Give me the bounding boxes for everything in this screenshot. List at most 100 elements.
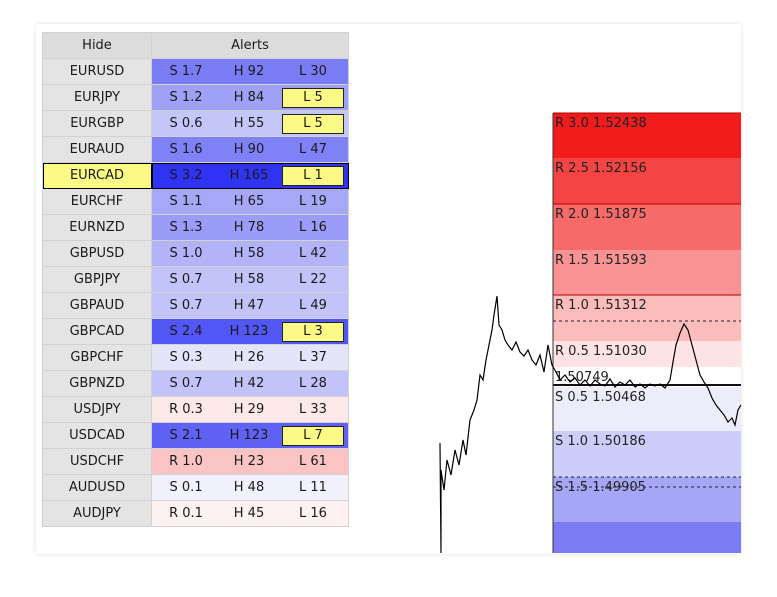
table-row[interactable]: EURUSD S 1.7 H 92 L 30 — [42, 58, 349, 85]
symbol-cell[interactable]: GBPCAD — [42, 318, 152, 345]
strength-value: S 0.7 — [169, 272, 203, 287]
alert-cell[interactable]: S 3.2 H 165 L 1 — [151, 162, 349, 189]
alert-cell[interactable]: S 0.7 H 47 L 49 — [151, 292, 349, 319]
high-value: H 84 — [233, 90, 265, 105]
high-value: H 123 — [229, 324, 269, 339]
alert-cell[interactable]: S 1.7 H 92 L 30 — [151, 58, 349, 85]
strength-value: S 1.6 — [169, 142, 203, 157]
level-label: S 0.5 1.50468 — [555, 390, 646, 405]
symbol-cell[interactable]: AUDJPY — [42, 500, 152, 527]
low-value: L 7 — [282, 425, 344, 446]
low-value: L 11 — [299, 480, 327, 495]
strength-value: S 1.1 — [169, 194, 203, 209]
strength-value: S 0.3 — [169, 350, 203, 365]
level-band — [553, 113, 741, 158]
level-label: S 1.5 1.49905 — [555, 480, 646, 495]
level-label: R 1.0 1.51312 — [555, 298, 647, 313]
level-band — [553, 295, 741, 341]
alert-cell[interactable]: S 1.1 H 65 L 19 — [151, 188, 349, 215]
strength-value: S 3.2 — [169, 168, 203, 183]
alert-cell[interactable]: R 0.3 H 29 L 33 — [151, 396, 349, 423]
symbol-cell[interactable]: EURCAD — [42, 162, 152, 189]
strength-value: S 2.1 — [169, 428, 203, 443]
alert-cell[interactable]: S 1.0 H 58 L 42 — [151, 240, 349, 267]
symbol-cell[interactable]: GBPCHF — [42, 344, 152, 371]
symbol-cell[interactable]: AUDUSD — [42, 474, 152, 501]
high-value: H 165 — [229, 168, 269, 183]
table-row[interactable]: EURCAD S 3.2 H 165 L 1 — [42, 162, 349, 189]
alert-cell[interactable]: S 0.6 H 55 L 5 — [151, 110, 349, 137]
high-value: H 45 — [233, 506, 265, 521]
low-value: L 1 — [282, 165, 344, 186]
symbol-cell[interactable]: GBPUSD — [42, 240, 152, 267]
high-value: H 78 — [233, 220, 265, 235]
level-band — [553, 250, 741, 295]
symbol-cell[interactable]: USDCHF — [42, 448, 152, 475]
table-row[interactable]: AUDUSD S 0.1 H 48 L 11 — [42, 474, 349, 501]
strength-value: S 1.3 — [169, 220, 203, 235]
symbol-cell[interactable]: USDJPY — [42, 396, 152, 423]
strength-value: S 0.7 — [169, 298, 203, 313]
alert-cell[interactable]: S 0.3 H 26 L 37 — [151, 344, 349, 371]
low-value: L 16 — [299, 506, 327, 521]
high-value: H 55 — [233, 116, 265, 131]
high-value: H 23 — [233, 454, 265, 469]
symbol-cell[interactable]: EURJPY — [42, 84, 152, 111]
level-band — [553, 431, 741, 477]
table-row[interactable]: USDCHF R 1.0 H 23 L 61 — [42, 448, 349, 475]
high-value: H 26 — [233, 350, 265, 365]
alert-cell[interactable]: S 2.1 H 123 L 7 — [151, 422, 349, 449]
high-value: H 92 — [233, 64, 265, 79]
table-row[interactable]: EURCHF S 1.1 H 65 L 19 — [42, 188, 349, 215]
high-value: H 47 — [233, 298, 265, 313]
table-row[interactable]: AUDJPY R 0.1 H 45 L 16 — [42, 500, 349, 527]
table-row[interactable]: EURGBP S 0.6 H 55 L 5 — [42, 110, 349, 137]
level-label: S 1.0 1.50186 — [555, 434, 646, 449]
level-label: R 1.5 1.51593 — [555, 253, 647, 268]
level-label: R 3.0 1.52438 — [555, 116, 647, 131]
table-row[interactable]: GBPNZD S 0.7 H 42 L 28 — [42, 370, 349, 397]
alert-cell[interactable]: S 1.6 H 90 L 47 — [151, 136, 349, 163]
level-label: R 2.5 1.52156 — [555, 161, 647, 176]
alerts-header[interactable]: Alerts — [151, 32, 349, 59]
table-row[interactable]: GBPCHF S 0.3 H 26 L 37 — [42, 344, 349, 371]
low-value: L 61 — [299, 454, 327, 469]
symbol-cell[interactable]: EURCHF — [42, 188, 152, 215]
alert-cell[interactable]: R 1.0 H 23 L 61 — [151, 448, 349, 475]
hide-header[interactable]: Hide — [42, 32, 152, 59]
high-value: H 58 — [233, 272, 265, 287]
low-value: L 19 — [299, 194, 327, 209]
high-value: H 58 — [233, 246, 265, 261]
table-row[interactable]: GBPAUD S 0.7 H 47 L 49 — [42, 292, 349, 319]
strength-value: S 1.7 — [169, 64, 203, 79]
strength-value: S 0.7 — [169, 376, 203, 391]
strength-value: S 2.4 — [169, 324, 203, 339]
symbol-cell[interactable]: GBPNZD — [42, 370, 152, 397]
low-value: L 37 — [299, 350, 327, 365]
table-header-row: Hide Alerts — [42, 32, 349, 59]
level-band — [553, 387, 741, 431]
alert-cell[interactable]: R 0.1 H 45 L 16 — [151, 500, 349, 527]
level-band — [553, 158, 741, 204]
high-value: H 42 — [233, 376, 265, 391]
low-value: L 5 — [282, 113, 344, 134]
alert-cell[interactable]: S 0.1 H 48 L 11 — [151, 474, 349, 501]
table-row[interactable]: EURJPY S 1.2 H 84 L 5 — [42, 84, 349, 111]
high-value: H 90 — [233, 142, 265, 157]
strength-value: R 1.0 — [169, 454, 203, 469]
level-label: 1.50749 — [555, 370, 609, 385]
table-row[interactable]: USDJPY R 0.3 H 29 L 33 — [42, 396, 349, 423]
strength-value: R 0.1 — [169, 506, 203, 521]
alert-cell[interactable]: S 1.2 H 84 L 5 — [151, 84, 349, 111]
table-row[interactable]: GBPUSD S 1.0 H 58 L 42 — [42, 240, 349, 267]
price-line — [439, 295, 742, 554]
low-value: L 42 — [299, 246, 327, 261]
level-band — [553, 341, 741, 367]
price-series — [439, 295, 742, 554]
low-value: L 30 — [299, 64, 327, 79]
alert-cell[interactable]: S 0.7 H 42 L 28 — [151, 370, 349, 397]
low-value: L 33 — [299, 402, 327, 417]
high-value: H 29 — [233, 402, 265, 417]
low-value: L 22 — [299, 272, 327, 287]
